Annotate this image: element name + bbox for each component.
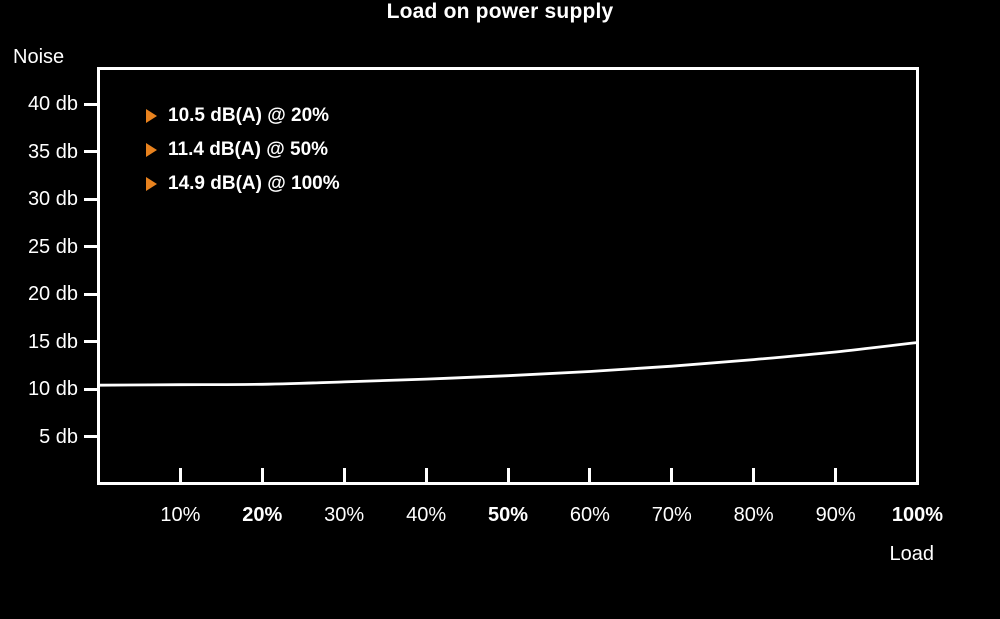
y-tick-mark xyxy=(84,340,99,344)
y-tick-label: 25 db xyxy=(27,235,78,258)
y-tick-mark xyxy=(84,292,99,296)
annotation-label: 11.4 dB(A) @ 50% xyxy=(168,139,329,160)
x-tick-label: 20% xyxy=(242,504,283,526)
y-tick-label: 35 db xyxy=(27,140,78,163)
annotation-label: 14.9 dB(A) @ 100% xyxy=(168,173,340,194)
x-tick-label: 10% xyxy=(160,504,201,526)
x-tick-label: 80% xyxy=(733,504,774,526)
y-tick-label: 15 db xyxy=(27,330,78,353)
x-tick-mark xyxy=(834,468,838,482)
x-tick-mark xyxy=(752,468,756,482)
y-tick-mark xyxy=(84,435,99,438)
annotation-label: 10.5 dB(A) @ 20% xyxy=(168,105,330,126)
x-axis-title: Load xyxy=(889,543,935,565)
x-tick-mark xyxy=(342,468,346,482)
arrow-right-icon xyxy=(146,109,157,123)
x-tick-mark xyxy=(506,468,510,482)
x-tick-label: 100% xyxy=(891,504,944,526)
x-tick-label: 40% xyxy=(406,504,447,526)
x-tick-mark xyxy=(424,468,428,482)
x-tick-mark xyxy=(260,468,264,482)
y-tick-label: 5 db xyxy=(39,425,78,448)
annotation-row: 14.9 dB(A) @ 100% xyxy=(146,172,340,196)
y-tick-mark xyxy=(84,197,99,201)
y-tick-mark xyxy=(84,150,99,154)
annotation-row: 10.5 dB(A) @ 20% xyxy=(146,104,329,128)
y-axis-title: Noise xyxy=(13,46,65,68)
x-tick-label: 90% xyxy=(815,504,856,526)
chart-title: Load on power supply xyxy=(386,0,614,23)
arrow-right-icon xyxy=(146,177,157,191)
y-tick-label: 40 db xyxy=(27,93,78,116)
x-tick-label: 60% xyxy=(569,504,610,526)
x-tick-label: 70% xyxy=(651,504,692,526)
x-tick-label: 50% xyxy=(487,504,529,526)
x-tick-mark xyxy=(670,468,674,482)
y-tick-mark xyxy=(84,245,99,249)
y-tick-mark xyxy=(84,102,99,106)
y-tick-label: 10 db xyxy=(27,378,78,401)
x-tick-mark xyxy=(178,468,182,482)
y-tick-mark xyxy=(84,387,99,391)
y-tick-label: 30 db xyxy=(27,188,78,211)
x-tick-mark xyxy=(916,468,919,482)
annotation-row: 11.4 dB(A) @ 50% xyxy=(146,138,328,162)
x-tick-mark xyxy=(588,468,592,482)
x-tick-label: 30% xyxy=(324,504,365,526)
arrow-right-icon xyxy=(146,143,157,157)
y-tick-label: 20 db xyxy=(27,283,78,306)
plot-area xyxy=(97,67,919,485)
